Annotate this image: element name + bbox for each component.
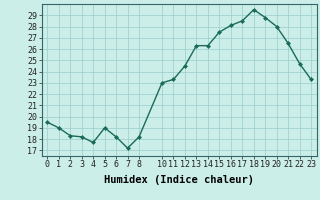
X-axis label: Humidex (Indice chaleur): Humidex (Indice chaleur) bbox=[104, 175, 254, 185]
